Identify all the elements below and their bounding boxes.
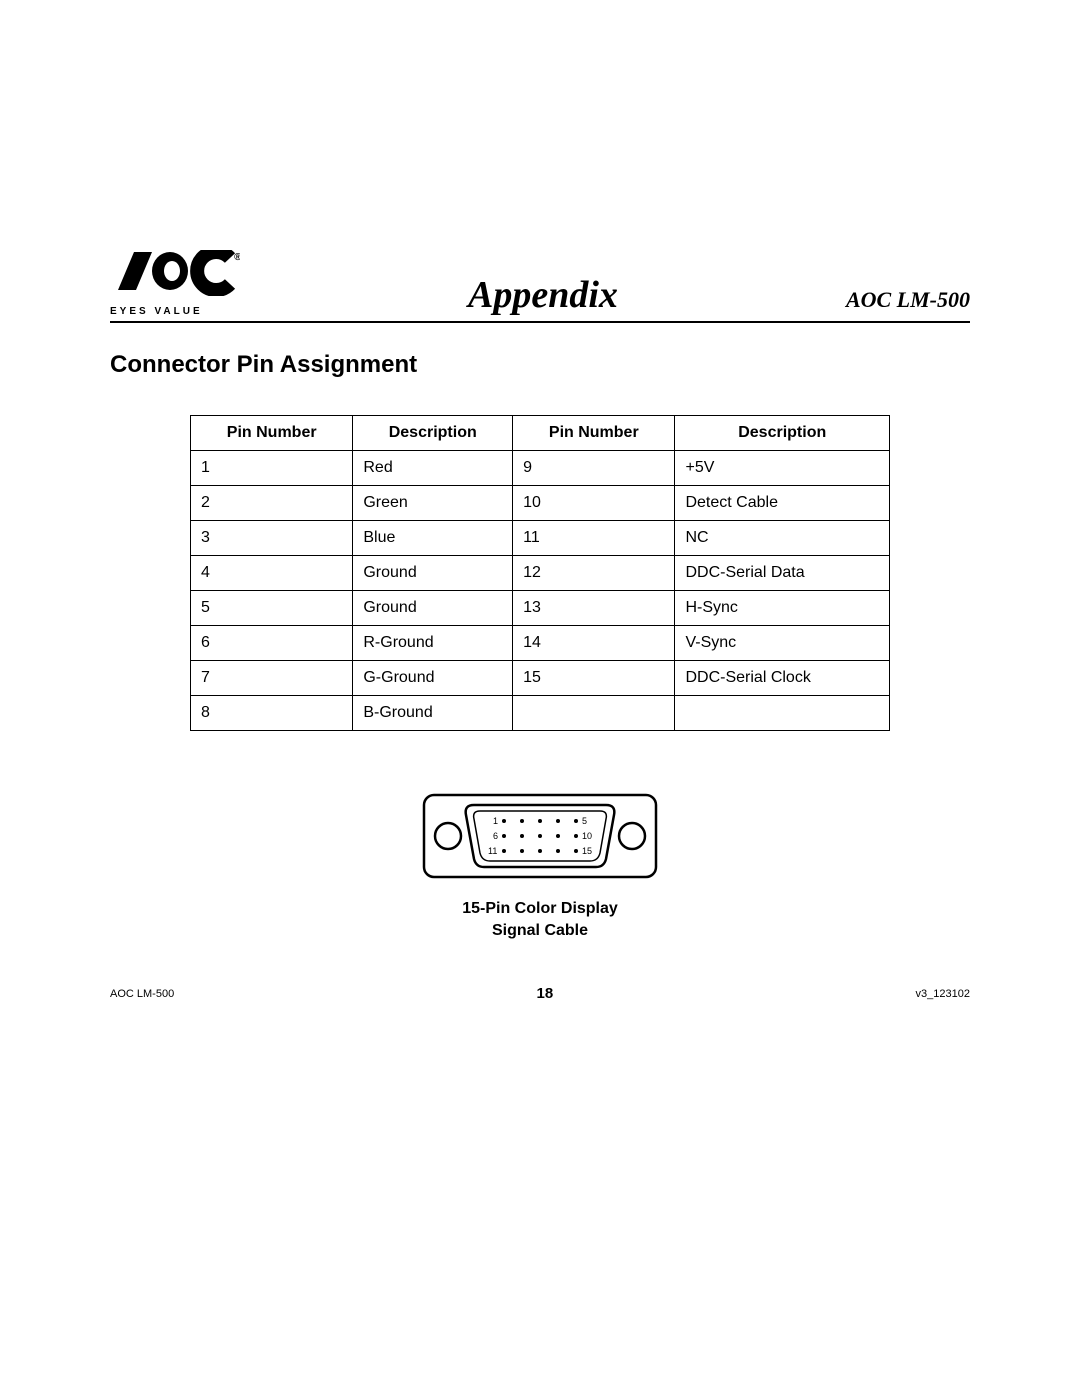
model-label: AOC LM-500	[846, 287, 970, 317]
table-cell: DDC-Serial Data	[675, 556, 890, 591]
connector-diagram-wrap: 1 5 6 10 11 15 15-Pin Color Display Sign…	[110, 791, 970, 943]
table-cell: 1	[191, 451, 353, 486]
table-cell: 15	[513, 661, 675, 696]
table-cell: G-Ground	[353, 661, 513, 696]
pin-label-11: 11	[488, 846, 497, 856]
table-cell: 14	[513, 626, 675, 661]
pin-label-6: 6	[493, 831, 498, 841]
table-cell: 10	[513, 486, 675, 521]
connector-diagram: 1 5 6 10 11 15	[420, 791, 660, 886]
table-row: 5Ground13H-Sync	[191, 591, 890, 626]
table-header-row: Pin Number Description Pin Number Descri…	[191, 416, 890, 451]
table-cell: Ground	[353, 591, 513, 626]
table-row: 2Green10Detect Cable	[191, 486, 890, 521]
footer: AOC LM-500 18 v3_123102	[110, 985, 970, 1002]
table-cell: Detect Cable	[675, 486, 890, 521]
table-cell: 5	[191, 591, 353, 626]
table-row: 3Blue11NC	[191, 521, 890, 556]
table-row: 1Red9+5V	[191, 451, 890, 486]
pin-label-10: 10	[582, 831, 592, 841]
table-cell	[513, 696, 675, 731]
caption-line1: 15-Pin Color Display	[462, 900, 618, 917]
table-cell: Blue	[353, 521, 513, 556]
pin-label-1: 1	[493, 816, 498, 826]
table-cell: DDC-Serial Clock	[675, 661, 890, 696]
table-row: 8B-Ground	[191, 696, 890, 731]
footer-page-number: 18	[537, 985, 554, 1002]
pin-assignment-table: Pin Number Description Pin Number Descri…	[190, 415, 890, 731]
logo-main: ®	[110, 250, 240, 305]
aoc-logo-svg: ®	[110, 250, 240, 296]
table-cell: Ground	[353, 556, 513, 591]
table-row: 4Ground12DDC-Serial Data	[191, 556, 890, 591]
table-cell: 4	[191, 556, 353, 591]
table-row: 6R-Ground14V-Sync	[191, 626, 890, 661]
table-cell: 13	[513, 591, 675, 626]
logo-tagline: EYES VALUE	[110, 307, 240, 317]
table-cell: 7	[191, 661, 353, 696]
table-cell: 9	[513, 451, 675, 486]
table-header: Description	[353, 416, 513, 451]
table-header: Pin Number	[191, 416, 353, 451]
connector-caption: 15-Pin Color Display Signal Cable	[110, 898, 970, 943]
table-cell: R-Ground	[353, 626, 513, 661]
table-cell: 11	[513, 521, 675, 556]
header-row: ® EYES VALUE Appendix AOC LM-500	[110, 250, 970, 323]
table-cell: +5V	[675, 451, 890, 486]
table-header: Description	[675, 416, 890, 451]
table-cell: Red	[353, 451, 513, 486]
table-cell: 3	[191, 521, 353, 556]
logo-block: ® EYES VALUE	[110, 250, 240, 317]
table-cell: NC	[675, 521, 890, 556]
table-cell: Green	[353, 486, 513, 521]
table-cell: H-Sync	[675, 591, 890, 626]
table-cell: 12	[513, 556, 675, 591]
table-cell	[675, 696, 890, 731]
table-cell: 2	[191, 486, 353, 521]
caption-line2: Signal Cable	[492, 922, 588, 939]
pin-label-5: 5	[582, 816, 587, 826]
page-title: Appendix	[468, 273, 618, 317]
svg-text:®: ®	[234, 252, 240, 263]
table-cell: V-Sync	[675, 626, 890, 661]
footer-left: AOC LM-500	[110, 988, 174, 1000]
table-row: 7G-Ground15DDC-Serial Clock	[191, 661, 890, 696]
table-cell: B-Ground	[353, 696, 513, 731]
section-title: Connector Pin Assignment	[110, 351, 970, 379]
table-header: Pin Number	[513, 416, 675, 451]
table-cell: 6	[191, 626, 353, 661]
table-cell: 8	[191, 696, 353, 731]
pin-label-15: 15	[582, 846, 592, 856]
footer-right: v3_123102	[916, 988, 970, 1000]
